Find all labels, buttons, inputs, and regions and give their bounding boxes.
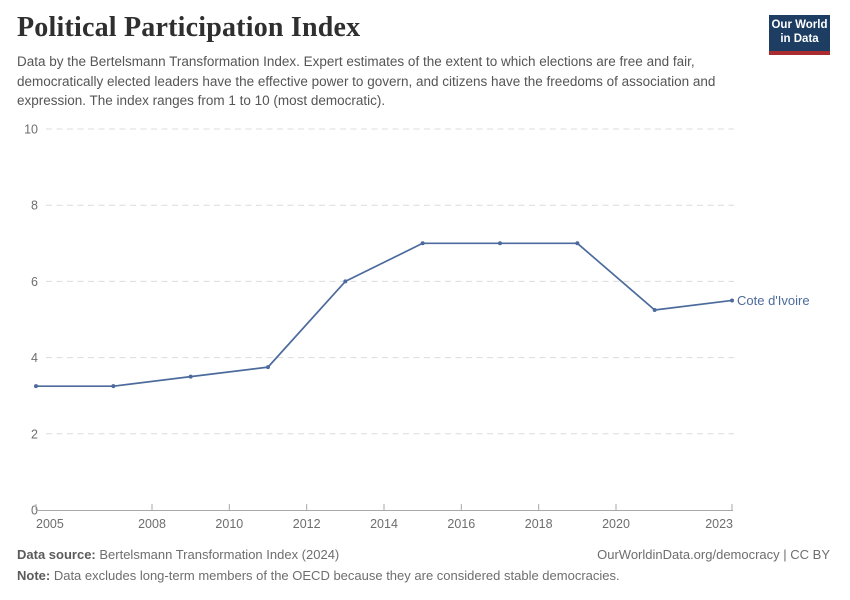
series-line — [35, 242, 733, 388]
x-axis-tick-label: 2012 — [293, 517, 321, 531]
x-axis-tick-label: 2023 — [705, 517, 733, 531]
data-point[interactable] — [111, 384, 116, 389]
owid-logo-line2: in Data — [780, 33, 819, 45]
owid-license-link[interactable]: OurWorldinData.org/democracy | CC BY — [597, 547, 830, 562]
data-point[interactable] — [498, 241, 502, 246]
y-axis-tick-label: 10 — [24, 123, 38, 137]
data-point[interactable] — [188, 374, 193, 379]
data-point[interactable] — [730, 298, 734, 303]
owid-logo-line1: Our World — [771, 19, 828, 31]
data-point[interactable] — [420, 241, 425, 246]
data-point[interactable] — [575, 241, 580, 246]
x-axis-tick-label: 2014 — [370, 517, 398, 531]
note-text: Note: Data excludes long-term members of… — [17, 568, 620, 583]
x-axis-tick-label: 2005 — [36, 517, 64, 531]
chart-footer: Data source: Bertelsmann Transformation … — [17, 547, 830, 583]
owid-logo[interactable]: Our World in Data — [769, 15, 830, 55]
data-point[interactable] — [652, 307, 657, 312]
y-axis-tick-label: 6 — [31, 275, 38, 289]
data-point[interactable] — [34, 384, 38, 389]
data-source-value: Bertelsmann Transformation Index (2024) — [95, 547, 340, 562]
x-axis-tick-label: 2008 — [138, 517, 166, 531]
x-axis-tick-label: 2010 — [215, 517, 243, 531]
y-axis-tick-label: 8 — [31, 199, 38, 213]
chart-subtitle: Data by the Bertelsmann Transformation I… — [17, 54, 716, 108]
y-axis-tick-label: 2 — [31, 427, 38, 441]
x-axis-tick-label: 2018 — [525, 517, 553, 531]
data-point[interactable] — [343, 279, 348, 284]
note-label: Note: — [17, 568, 51, 583]
data-source-text: Data source: Bertelsmann Transformation … — [17, 547, 339, 562]
y-axis-tick-label: 0 — [31, 504, 38, 518]
page-title: Political Participation Index — [17, 12, 361, 43]
data-point[interactable] — [266, 365, 270, 370]
note-value: Data excludes long-term members of the O… — [50, 568, 620, 583]
y-axis-tick-label: 4 — [31, 351, 38, 365]
x-axis-tick-label: 2020 — [602, 517, 630, 531]
data-source-label: Data source: — [17, 547, 96, 562]
series-end-label: Cote d'Ivoire — [737, 293, 810, 308]
x-axis-tick-label: 2016 — [447, 517, 475, 531]
